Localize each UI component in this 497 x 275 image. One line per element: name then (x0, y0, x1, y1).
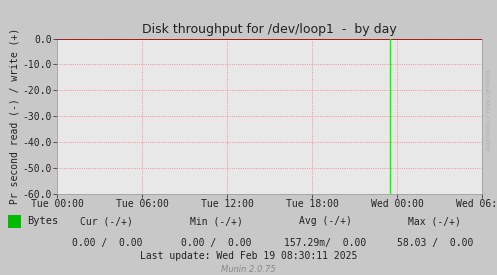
Text: Max (-/+): Max (-/+) (409, 216, 461, 226)
Text: Munin 2.0.75: Munin 2.0.75 (221, 265, 276, 274)
Text: 0.00 /  0.00: 0.00 / 0.00 (181, 238, 251, 248)
Text: Cur (-/+): Cur (-/+) (81, 216, 133, 226)
Text: RRDTOOL / TOBI OETIKER: RRDTOOL / TOBI OETIKER (486, 70, 491, 150)
Text: Min (-/+): Min (-/+) (190, 216, 243, 226)
Text: 58.03 /  0.00: 58.03 / 0.00 (397, 238, 473, 248)
Text: Bytes: Bytes (27, 216, 59, 226)
Text: Last update: Wed Feb 19 08:30:11 2025: Last update: Wed Feb 19 08:30:11 2025 (140, 251, 357, 261)
Text: Avg (-/+): Avg (-/+) (299, 216, 352, 226)
Y-axis label: Pr second read (-) / write (+): Pr second read (-) / write (+) (9, 28, 19, 204)
Text: 157.29m/  0.00: 157.29m/ 0.00 (284, 238, 367, 248)
Text: 0.00 /  0.00: 0.00 / 0.00 (72, 238, 142, 248)
Title: Disk throughput for /dev/loop1  -  by day: Disk throughput for /dev/loop1 - by day (142, 23, 397, 36)
